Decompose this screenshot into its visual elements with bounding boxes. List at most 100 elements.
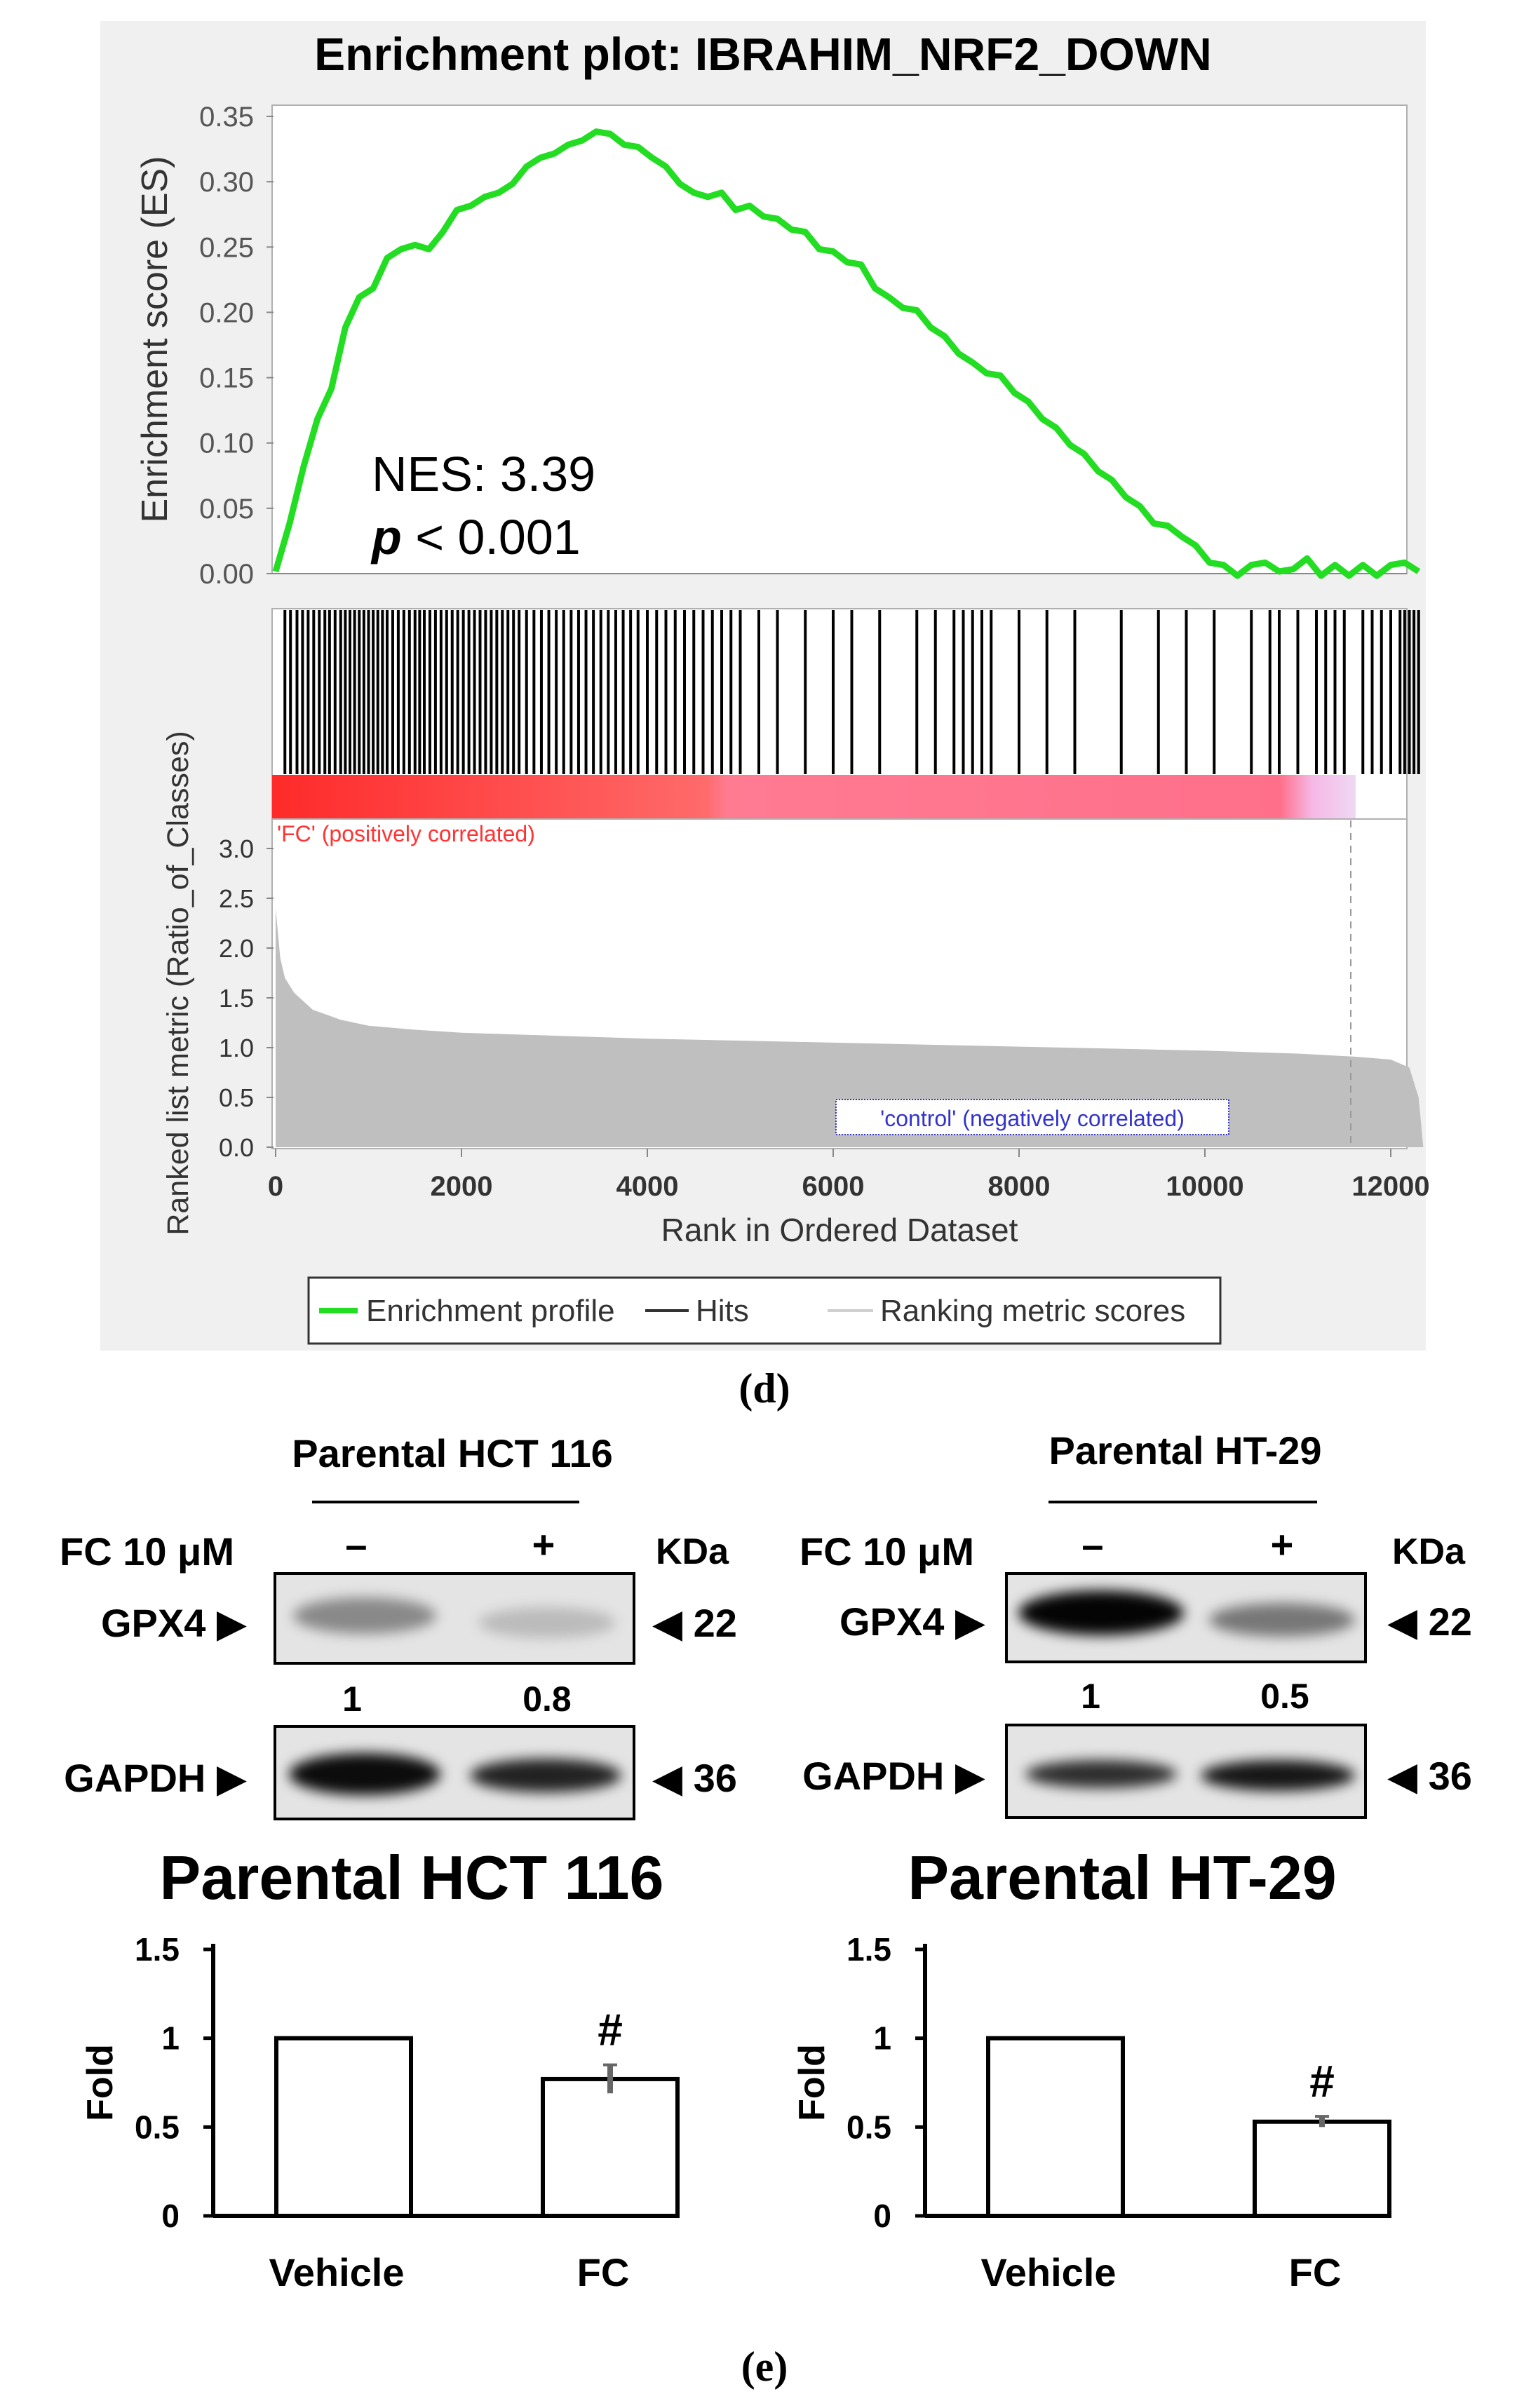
blot-ht29-gapdh-band-1 [1025,1760,1177,1788]
blot-ht29-quant-1: 1 [1081,1677,1100,1716]
legend-enrichment-profile: Enrichment profile [366,1294,615,1328]
metric-y-tick-label: 1.5 [219,984,254,1013]
rank-heatmap [272,775,1356,818]
bar-y-tick-label: 1 [161,2020,180,2057]
bar-hct116-title: Parental HCT 116 [160,1843,664,1912]
bar [986,2036,1125,2219]
bar-category-label: Vehicle [980,2250,1116,2294]
blot-hct116: Parental HCT 116 FC 10 μM – + KDa GPX4 ▶… [60,1431,737,1820]
blot-hct116-gapdh-band-2 [470,1759,621,1792]
blot-hct116-gapdh-kda: ◀ 36 [652,1756,737,1800]
es-y-label: Enrichment score (ES) [135,156,175,522]
legend-ranking-metric: Ranking metric scores [880,1294,1185,1328]
blot-hct116-quant-2: 0.8 [522,1679,572,1719]
blot-ht29-gapdh-kda: ◀ 36 [1387,1754,1472,1798]
blot-ht29-lane-plus: + [1271,1522,1294,1567]
bar-chart-ht29: 0 0.5 1 1.5 Fold Vehicle # FC [792,1931,1391,2294]
legend-hits: Hits [696,1294,749,1328]
es-y-tick-label: 0.25 [199,232,254,263]
gsea-title: Enrichment plot: IBRAHIM_NRF2_DOWN [314,28,1212,80]
blot-ht29-lane-minus: – [1081,1522,1103,1567]
bar-y-tick-label: 0 [873,2198,891,2234]
blot-ht29-gpx4-label: GPX4 ▶ [839,1599,985,1644]
es-y-tick-label: 0.05 [199,494,254,525]
positive-correlation-label: 'FC' (positively correlated) [277,821,535,846]
blot-ht29-gpx4-kda: ◀ 22 [1387,1599,1472,1644]
blot-ht29-gpx4-band-2 [1209,1603,1355,1637]
metric-x-tick-label: 4000 [616,1171,679,1202]
es-y-tick-label: 0.35 [199,102,254,133]
metric-y-label: Ranked list metric (Ratio_of_Classes) [161,731,195,1235]
negative-correlation-label: 'control' (negatively correlated) [880,1106,1185,1131]
blot-hct116-kda: KDa [656,1531,729,1572]
bar-y-tick-label: 1.5 [135,1931,180,1968]
bar-chart-hct116: 0 0.5 1 1.5 Fold Vehicle # FC [80,1931,680,2294]
blot-hct116-gapdh-label: GAPDH ▶ [64,1756,247,1800]
blot-hct116-gpx4-kda: ◀ 22 [652,1601,737,1645]
bar-y-label: Fold [80,2044,121,2121]
bar-y-tick-label: 0 [161,2198,180,2234]
blot-ht29-gapdh-label: GAPDH ▶ [802,1754,985,1798]
bar [274,2036,413,2219]
blot-hct116-gpx4-band-1 [293,1597,436,1634]
bar-y-tick-label: 0.5 [135,2109,180,2145]
blot-hct116-gapdh-band-1 [289,1753,440,1795]
bar-category-label: FC [1289,2250,1342,2294]
metric-y-tick-label: 2.0 [219,934,254,963]
es-y-ticks: 0.00 0.05 0.10 0.15 0.20 0.25 0.30 0.35 [199,102,274,590]
es-plot-area [271,104,1408,574]
metric-y-tick-label: 0.5 [219,1083,254,1112]
es-y-tick-label: 0.15 [199,363,254,394]
blot-ht29-gpx4-band-1 [1018,1590,1184,1635]
significance-marker: # [1309,2056,1335,2106]
hits-bars [283,610,1420,774]
metric-y-tick-label: 2.5 [219,884,254,913]
blot-ht29-quant-2: 0.5 [1260,1677,1309,1716]
blot-ht29-title: Parental HT-29 [1048,1428,1321,1473]
blot-hct116-lane-plus: + [532,1522,555,1567]
p-value-text: < 0.001 [402,510,581,564]
metric-y-tick-label: 0.0 [219,1133,254,1162]
metric-x-tick-label: 12000 [1351,1171,1429,1202]
blot-hct116-gpx4-band-2 [478,1607,616,1638]
blot-hct116-treatment: FC 10 μM [60,1529,234,1574]
bar-ht29-title: Parental HT-29 [908,1843,1336,1912]
metric-x-tick-label: 2000 [431,1171,493,1202]
bar-y-tick-label: 0.5 [847,2109,891,2145]
metric-x-ticks: 0 2000 4000 6000 8000 10000 12000 [268,1149,1430,1202]
es-y-tick-label: 0.00 [199,559,254,590]
metric-y-tick-label: 3.0 [219,834,254,863]
gsea-panel: Enrichment plot: IBRAHIM_NRF2_DOWN 0.000… [100,21,1430,1351]
gsea-legend: Enrichment profile Hits Ranking metric s… [307,1276,1222,1345]
metric-x-tick-label: 8000 [988,1171,1051,1202]
es-y-tick-label: 0.30 [199,167,254,198]
ranking-metric-area [276,908,1424,1147]
significance-marker: # [598,2005,623,2055]
metric-x-tick-label: 10000 [1166,1171,1243,1202]
panel-d-label: (d) [739,1365,790,1412]
bar-y-tick-label: 1 [873,2020,891,2057]
bar-category-label: Vehicle [269,2250,404,2294]
bar [541,2076,680,2219]
panel-e-label: (e) [741,2343,788,2390]
blot-ht29-kda: KDa [1392,1531,1466,1572]
p-value-annotation: p < 0.001 [370,510,581,564]
bar [1253,2119,1391,2219]
blot-hct116-lane-minus: – [345,1522,367,1567]
nes-annotation: NES: 3.39 [372,447,595,501]
negative-correlation-label-box: 'control' (negatively correlated) [835,1099,1229,1135]
metric-x-tick-label: 0 [268,1171,283,1202]
p-symbol: p [370,510,402,564]
bar-category-label: FC [577,2250,630,2294]
metric-x-label: Rank in Ordered Dataset [661,1212,1018,1248]
es-y-tick-label: 0.10 [199,428,254,459]
enrichment-profile-line [272,128,1421,579]
blot-ht29-treatment: FC 10 μM [800,1529,974,1574]
blot-hct116-quant-1: 1 [342,1679,362,1719]
es-y-tick-label: 0.20 [199,297,254,328]
bar-y-label: Fold [792,2044,832,2121]
metric-y-tick-label: 1.0 [219,1034,254,1062]
blot-ht29: Parental HT-29 FC 10 μM – + KDa GPX4 ▶ ◀… [800,1428,1472,1819]
blot-hct116-title: Parental HCT 116 [292,1431,613,1475]
